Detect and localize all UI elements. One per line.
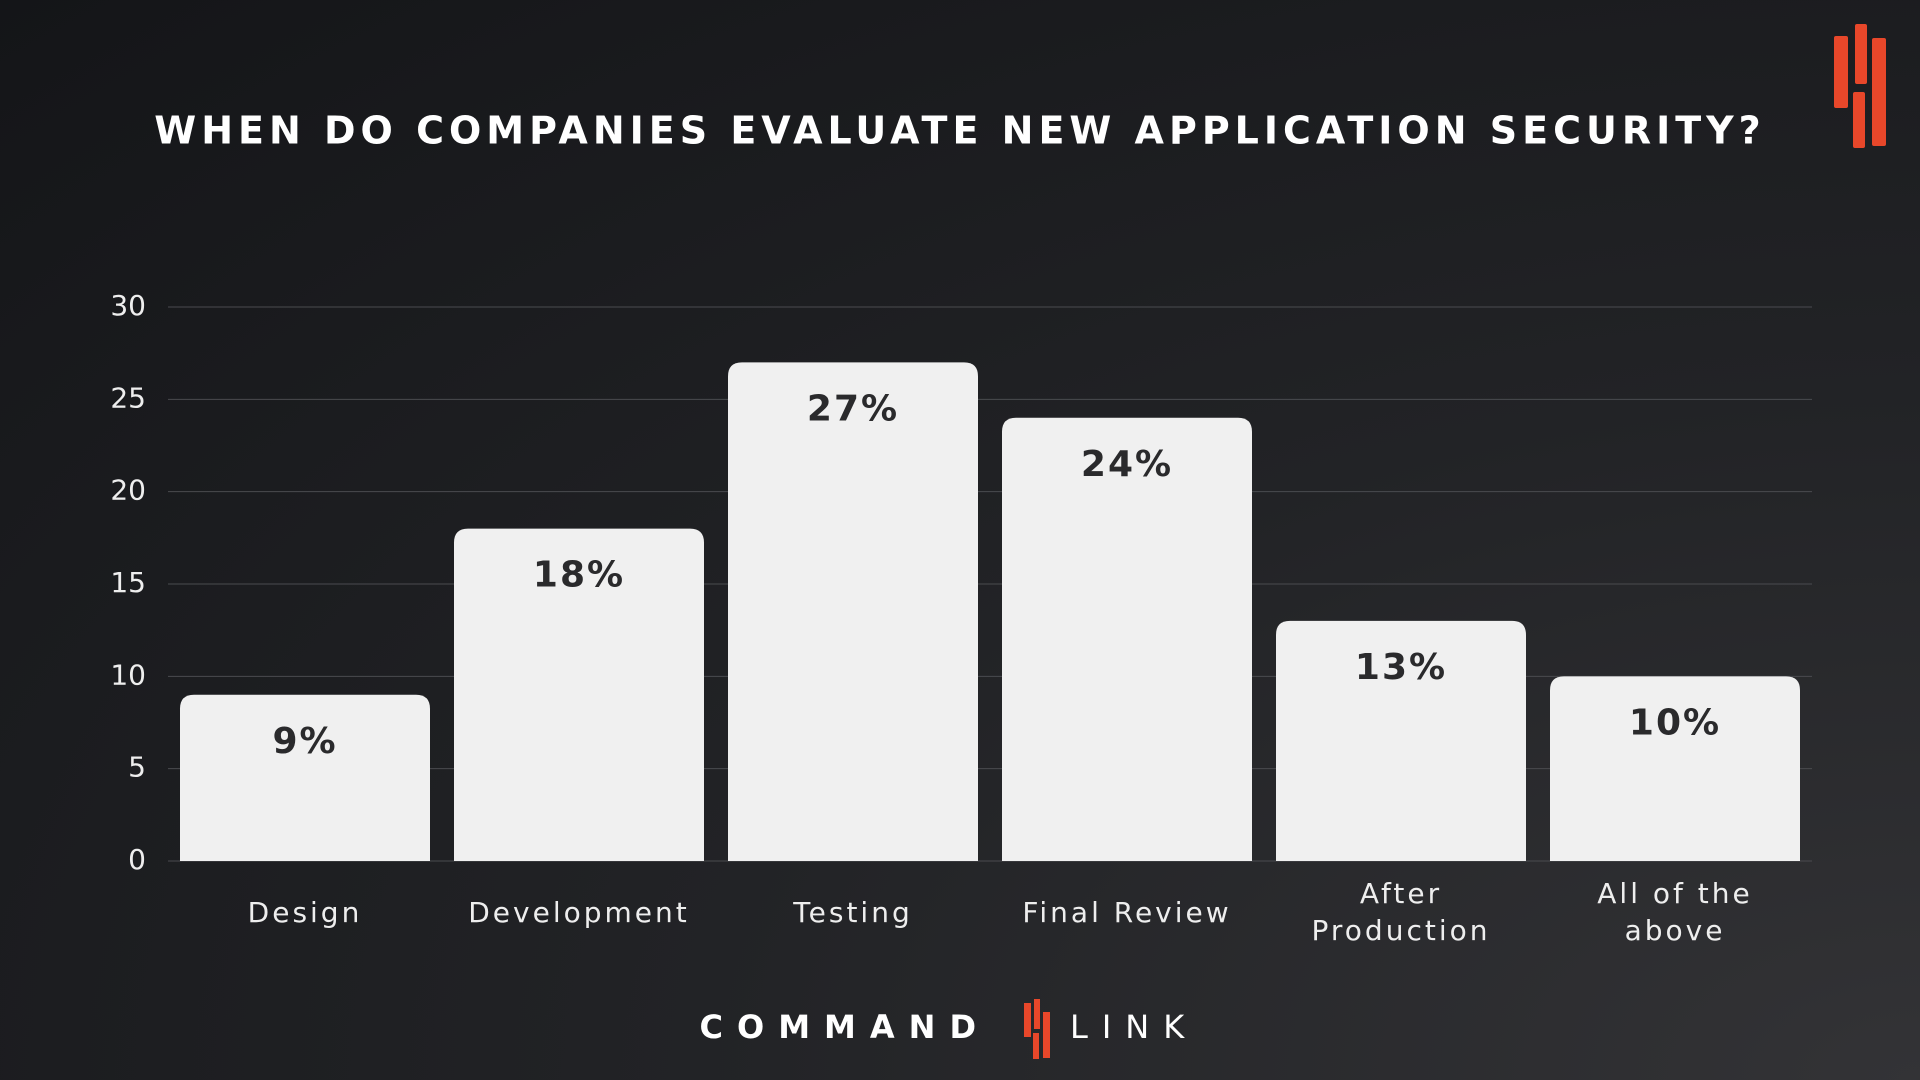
- bar: [1002, 417, 1252, 861]
- y-tick-label: 10: [110, 658, 146, 691]
- y-tick-label: 20: [110, 474, 146, 507]
- x-tick-label: Design: [247, 895, 363, 929]
- y-tick-label: 0: [128, 843, 146, 876]
- data-label: 10%: [1629, 702, 1721, 743]
- x-tick-label: Development: [468, 895, 690, 929]
- brand-right: LINK: [1070, 1008, 1198, 1046]
- y-tick-label: 15: [110, 566, 146, 599]
- x-tick-label: Testing: [793, 895, 913, 929]
- brand-mark: [1024, 999, 1050, 1059]
- y-tick-label: 25: [110, 381, 146, 414]
- y-tick-label: 30: [110, 289, 146, 322]
- bar: [454, 528, 704, 861]
- x-tick-label: Final Review: [1022, 895, 1232, 929]
- data-label: 13%: [1355, 647, 1447, 688]
- bar: [1276, 620, 1526, 861]
- y-tick-label: 5: [128, 751, 146, 784]
- data-label: 27%: [807, 388, 899, 429]
- bar: [180, 694, 430, 861]
- x-tick-label: After Production: [1311, 877, 1491, 947]
- data-label: 18%: [533, 555, 625, 596]
- logo: [1834, 24, 1886, 148]
- bar: [1550, 676, 1800, 861]
- bar: [728, 362, 978, 861]
- x-tick-label: All of the above: [1597, 877, 1753, 947]
- data-label: 9%: [272, 721, 337, 762]
- brand-left: COMMAND: [700, 1008, 990, 1046]
- data-label: 24%: [1081, 444, 1173, 485]
- chart-title: WHEN DO COMPANIES EVALUATE NEW APPLICATI…: [154, 109, 1765, 153]
